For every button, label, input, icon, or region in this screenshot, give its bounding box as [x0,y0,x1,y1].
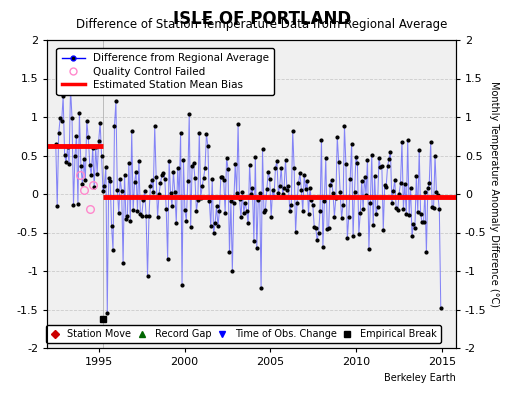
Text: Berkeley Earth: Berkeley Earth [384,373,456,383]
Y-axis label: Monthly Temperature Anomaly Difference (°C): Monthly Temperature Anomaly Difference (… [489,81,499,307]
Text: Difference of Station Temperature Data from Regional Average: Difference of Station Temperature Data f… [77,18,447,31]
Legend: Station Move, Record Gap, Time of Obs. Change, Empirical Break: Station Move, Record Gap, Time of Obs. C… [46,325,441,343]
Text: ISLE OF PORTLAND: ISLE OF PORTLAND [173,10,351,28]
